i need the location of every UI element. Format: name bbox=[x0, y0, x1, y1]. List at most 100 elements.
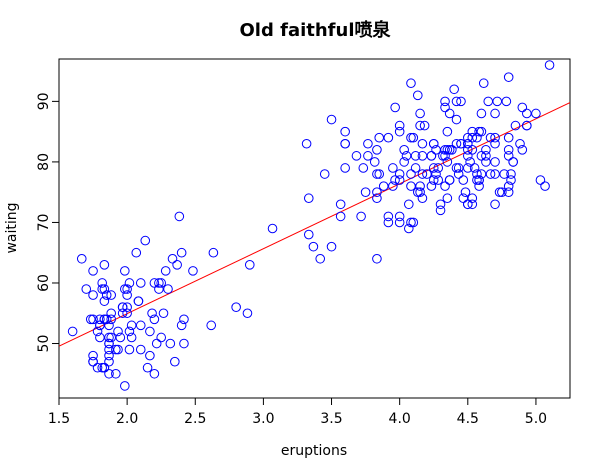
data-point bbox=[88, 290, 98, 300]
data-point bbox=[106, 290, 116, 300]
data-point bbox=[474, 181, 484, 191]
data-point bbox=[188, 266, 198, 276]
data-point bbox=[463, 163, 473, 173]
data-point bbox=[426, 181, 437, 191]
data-point bbox=[540, 181, 550, 191]
data-point bbox=[95, 314, 105, 325]
y-tick-label: 90 bbox=[36, 92, 52, 110]
data-point bbox=[458, 193, 469, 204]
data-point bbox=[301, 138, 312, 149]
data-point bbox=[101, 314, 112, 325]
data-point bbox=[154, 284, 164, 294]
data-point bbox=[140, 235, 151, 246]
data-point bbox=[426, 151, 437, 161]
data-point bbox=[394, 217, 405, 228]
data-point bbox=[335, 199, 346, 210]
data-point bbox=[135, 344, 146, 355]
data-point bbox=[206, 320, 217, 331]
regression-line bbox=[59, 102, 570, 347]
data-point bbox=[517, 145, 528, 155]
data-point bbox=[97, 362, 107, 373]
data-point bbox=[435, 199, 446, 210]
data-point bbox=[374, 169, 385, 179]
data-point bbox=[120, 381, 130, 391]
data-point bbox=[99, 260, 110, 270]
data-point bbox=[319, 169, 330, 179]
data-point bbox=[394, 175, 405, 185]
data-point bbox=[428, 138, 439, 149]
data-point bbox=[506, 175, 516, 185]
data-point bbox=[113, 326, 123, 337]
data-point bbox=[126, 320, 137, 331]
data-point bbox=[267, 223, 278, 234]
data-point bbox=[156, 278, 166, 288]
data-point bbox=[490, 132, 500, 143]
data-point bbox=[406, 217, 416, 228]
data-point bbox=[374, 132, 385, 143]
data-point bbox=[95, 320, 105, 331]
data-point bbox=[394, 169, 405, 179]
data-point bbox=[490, 108, 500, 119]
data-point bbox=[106, 314, 116, 325]
data-point bbox=[503, 145, 514, 155]
data-point bbox=[179, 314, 189, 325]
data-point bbox=[460, 187, 471, 197]
data-point bbox=[515, 138, 525, 149]
data-point bbox=[472, 175, 482, 185]
data-point bbox=[399, 145, 409, 155]
data-point bbox=[163, 284, 173, 294]
data-point bbox=[517, 102, 528, 113]
data-point bbox=[508, 157, 518, 167]
data-point bbox=[101, 290, 112, 300]
data-point bbox=[544, 60, 555, 70]
data-point bbox=[417, 138, 428, 149]
points-layer bbox=[67, 60, 555, 391]
data-point bbox=[492, 96, 503, 107]
data-point bbox=[451, 163, 462, 173]
data-point bbox=[149, 368, 160, 379]
data-point bbox=[506, 169, 516, 179]
data-point bbox=[431, 145, 441, 155]
data-point bbox=[124, 344, 135, 355]
data-point bbox=[403, 223, 414, 234]
data-point bbox=[440, 181, 450, 191]
data-point bbox=[406, 169, 416, 179]
y-tick-label: 80 bbox=[36, 153, 52, 171]
data-point bbox=[147, 308, 157, 319]
data-point bbox=[501, 96, 512, 107]
data-point bbox=[394, 120, 405, 131]
data-point bbox=[145, 350, 155, 361]
data-point bbox=[308, 241, 319, 252]
y-tick-label: 60 bbox=[36, 274, 52, 292]
data-point bbox=[531, 108, 541, 119]
data-point bbox=[120, 266, 130, 276]
data-point bbox=[104, 332, 114, 343]
data-point bbox=[92, 326, 103, 337]
data-point bbox=[369, 157, 380, 167]
data-point bbox=[104, 320, 114, 331]
data-point bbox=[497, 187, 507, 197]
data-point bbox=[88, 266, 98, 276]
data-point bbox=[476, 169, 487, 179]
data-point bbox=[133, 296, 144, 306]
data-point bbox=[476, 108, 487, 119]
data-point bbox=[412, 187, 423, 197]
data-point bbox=[315, 253, 326, 264]
data-point bbox=[453, 169, 464, 179]
data-point bbox=[463, 138, 473, 149]
data-point bbox=[503, 181, 514, 191]
x-axis: 1.5 2.0 2.5 3.0 3.5 4.0 4.5 5.0 bbox=[48, 397, 547, 427]
y-axis: 50 60 70 80 90 bbox=[36, 92, 60, 352]
data-point bbox=[403, 199, 414, 210]
x-tick-label: 2.0 bbox=[116, 411, 138, 427]
data-point bbox=[390, 175, 400, 185]
data-point bbox=[176, 247, 187, 258]
data-point bbox=[472, 169, 482, 179]
data-point bbox=[415, 108, 425, 119]
data-point bbox=[422, 169, 432, 179]
data-point bbox=[440, 151, 450, 161]
data-point bbox=[456, 138, 466, 149]
data-point bbox=[522, 108, 532, 119]
data-point bbox=[419, 120, 430, 131]
data-point bbox=[458, 175, 469, 185]
